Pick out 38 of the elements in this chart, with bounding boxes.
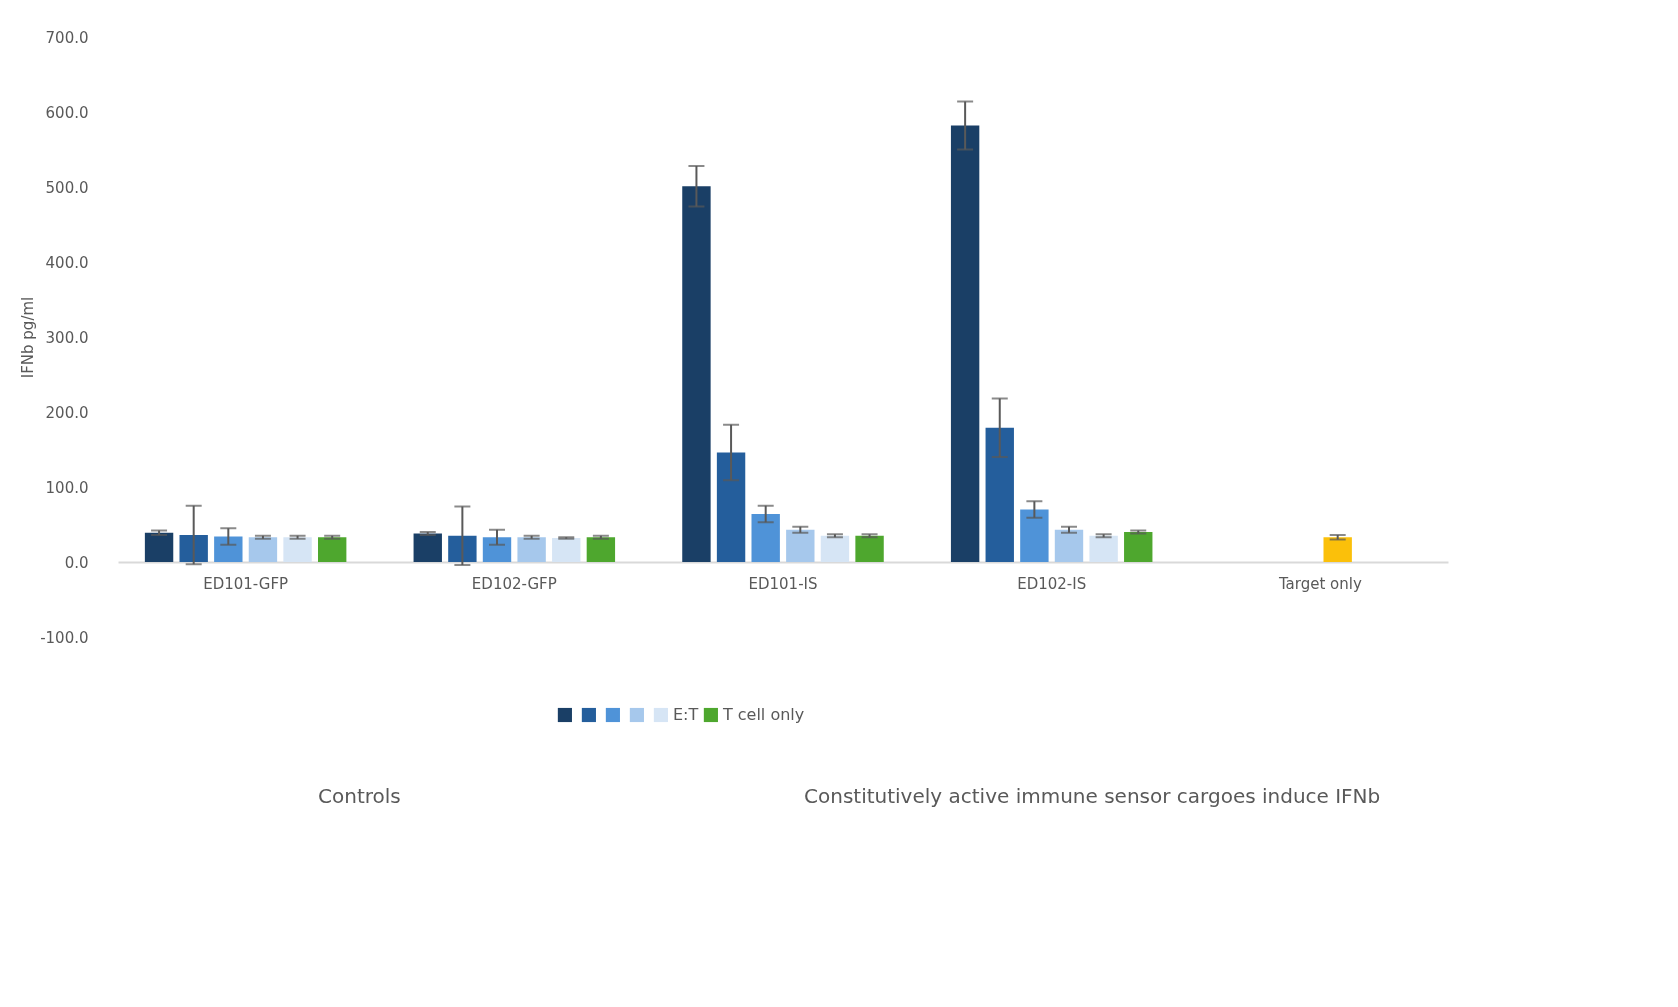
bar: [855, 535, 884, 562]
bar: [586, 537, 616, 562]
bar: [283, 537, 312, 562]
y-tick-label: 700.0: [45, 28, 89, 47]
bar: [552, 538, 581, 562]
y-tick-label: 400.0: [45, 253, 89, 272]
y-tick-label: 600.0: [45, 103, 89, 122]
x-tick-label: Target only: [1277, 574, 1362, 593]
bar: [517, 537, 546, 562]
bar: [950, 125, 980, 562]
y-tick-label: 200.0: [45, 403, 89, 422]
bar: [214, 536, 243, 562]
text: Constitutively active immune sensor cargoes induce IFNb: [804, 784, 1381, 808]
y-tick-label: 500.0: [45, 178, 89, 197]
text: Controls: [318, 784, 401, 808]
bar: [1089, 535, 1118, 562]
bar: [248, 537, 278, 562]
bar: [716, 452, 746, 562]
bar: [751, 514, 780, 562]
bar: [1124, 532, 1153, 562]
x-tick-label: ED101-IS: [748, 574, 818, 593]
legend-label: E:T: [672, 705, 699, 724]
x-tick-label: ED102-IS: [1017, 574, 1087, 593]
x-tick-label: ED101-GFP: [203, 574, 289, 593]
bar: [413, 533, 442, 562]
x-tick-label: ED102-GFP: [471, 574, 557, 593]
bar: [317, 537, 347, 562]
bar: [682, 186, 711, 562]
bar: [1020, 509, 1049, 562]
bar: [985, 427, 1014, 562]
bar: [482, 537, 512, 562]
bar: [820, 535, 850, 562]
y-tick-label: 0.0: [64, 553, 89, 572]
y-tick-label: 300.0: [45, 328, 89, 347]
y-tick-label: -100.0: [40, 628, 89, 647]
y-tick-label: 100.0: [45, 478, 89, 497]
legend-label: T cell only: [721, 705, 805, 724]
y-axis-title: IFNb pg/ml: [19, 296, 38, 379]
